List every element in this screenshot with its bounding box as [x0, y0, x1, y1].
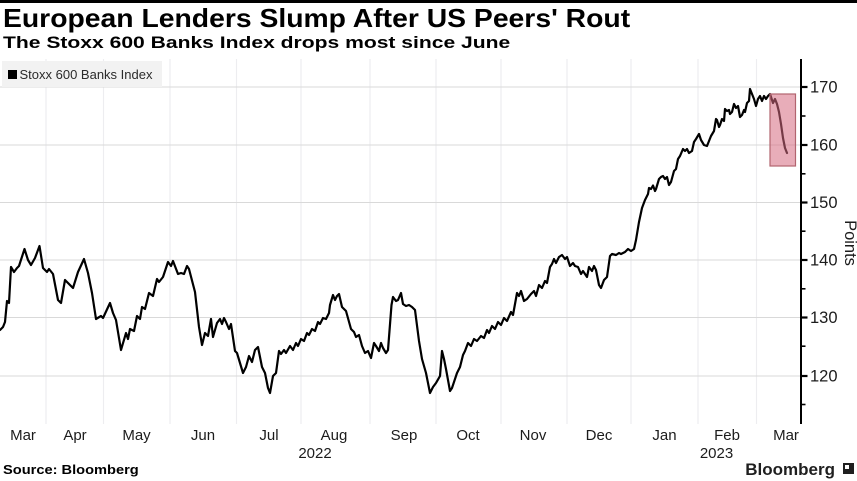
svg-text:Aug: Aug: [321, 427, 348, 444]
svg-text:Oct: Oct: [456, 427, 480, 444]
svg-text:130: 130: [810, 309, 838, 327]
svg-text:Feb: Feb: [714, 427, 740, 444]
svg-text:Mar: Mar: [10, 427, 36, 444]
svg-text:Nov: Nov: [520, 427, 547, 444]
svg-text:170: 170: [810, 79, 838, 97]
svg-text:2022: 2022: [298, 445, 331, 462]
svg-text:2023: 2023: [700, 445, 733, 462]
svg-text:May: May: [122, 427, 151, 444]
svg-text:Sep: Sep: [391, 427, 418, 444]
svg-text:Mar: Mar: [773, 427, 799, 444]
svg-text:150: 150: [810, 194, 838, 212]
svg-text:Dec: Dec: [586, 427, 613, 444]
svg-text:160: 160: [810, 137, 838, 155]
svg-text:Jan: Jan: [652, 427, 676, 444]
svg-text:Apr: Apr: [63, 427, 86, 444]
svg-text:120: 120: [810, 368, 838, 386]
svg-text:Jul: Jul: [259, 427, 278, 444]
svg-text:Jun: Jun: [191, 427, 215, 444]
svg-text:140: 140: [810, 252, 838, 270]
svg-text:Points: Points: [841, 220, 857, 266]
